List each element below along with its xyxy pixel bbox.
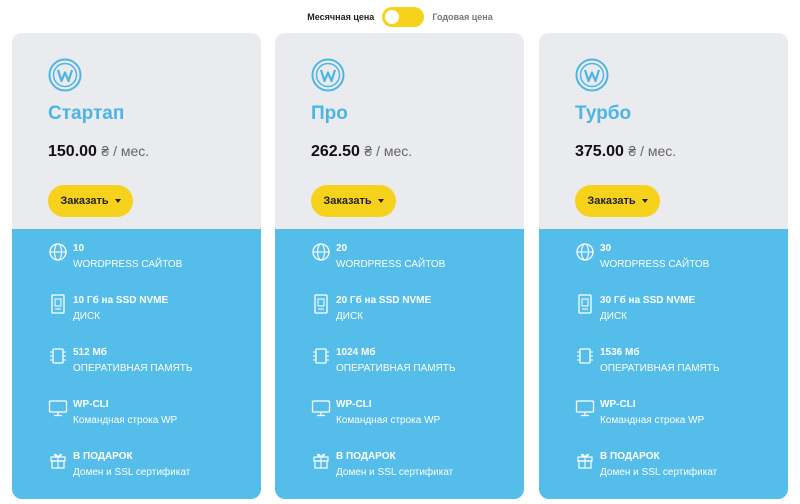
- feature-title: 20 Гб на SSD NVME: [336, 295, 432, 306]
- globe-icon: [49, 243, 67, 261]
- monitor-icon: [48, 400, 68, 417]
- feature-subtitle: WORDPRESS САЙТОВ: [73, 259, 183, 270]
- yearly-price-label[interactable]: Годовая цена: [432, 12, 493, 22]
- plan-card-header: Про 262.50 ₴ / мес. Заказать: [275, 33, 524, 229]
- feature-title: 10: [73, 243, 85, 254]
- plan-card-startup: Стартап 150.00 ₴ / мес. Заказать 10 WORD…: [12, 33, 261, 499]
- feature-subtitle: Домен и SSL сертификат: [600, 467, 718, 478]
- caret-down-icon: [377, 199, 384, 203]
- ssd-disk-icon: [314, 294, 328, 314]
- feature-title: 30: [600, 243, 612, 254]
- monitor-icon: [311, 400, 331, 417]
- globe-icon: [576, 243, 594, 261]
- plan-price: 262.50 ₴ / мес.: [311, 143, 412, 161]
- memory-chip-icon: [313, 348, 329, 364]
- feature-sites: 20 WORDPRESS САЙТОВ: [311, 241, 521, 277]
- gift-icon: [577, 453, 593, 469]
- billing-period-switch[interactable]: [382, 7, 425, 27]
- feature-title: 20: [336, 243, 348, 254]
- feature-title: WP-CLI: [73, 399, 109, 410]
- feature-wpcli: WP-CLI Командная строка WP: [311, 397, 521, 433]
- feature-title: В ПОДАРОК: [600, 451, 660, 462]
- feature-disk: 30 Гб на SSD NVME ДИСК: [575, 293, 785, 329]
- feature-memory: 1024 Мб ОПЕРАТИВНАЯ ПАМЯТЬ: [311, 345, 521, 381]
- feature-subtitle: Командная строка WP: [600, 415, 705, 426]
- feature-subtitle: ОПЕРАТИВНАЯ ПАМЯТЬ: [600, 363, 720, 374]
- order-button-label: Заказать: [587, 195, 636, 207]
- monitor-icon: [575, 400, 595, 417]
- plan-price: 375.00 ₴ / мес.: [575, 143, 676, 161]
- feature-title: В ПОДАРОК: [73, 451, 133, 462]
- feature-wpcli: WP-CLI Командная строка WP: [48, 397, 258, 433]
- feature-gift: В ПОДАРОК Домен и SSL сертификат: [48, 449, 258, 485]
- plan-card-header: Турбо 375.00 ₴ / мес. Заказать: [539, 33, 788, 229]
- order-button-label: Заказать: [323, 195, 372, 207]
- feature-subtitle: Домен и SSL сертификат: [336, 467, 454, 478]
- feature-subtitle: WORDPRESS САЙТОВ: [336, 259, 446, 270]
- plan-price: 150.00 ₴ / мес.: [48, 143, 149, 161]
- plan-card-pro: Про 262.50 ₴ / мес. Заказать 20 WORDPRES…: [275, 33, 524, 499]
- plan-name: Про: [311, 103, 348, 124]
- globe-icon: [312, 243, 330, 261]
- ssd-disk-icon: [578, 294, 592, 314]
- ssd-disk-icon: [51, 294, 65, 314]
- switch-knob: [385, 10, 400, 24]
- order-button[interactable]: Заказать: [48, 185, 133, 217]
- feature-title: 10 Гб на SSD NVME: [73, 295, 169, 306]
- plan-name: Турбо: [575, 103, 632, 124]
- gift-icon: [50, 453, 66, 469]
- feature-disk: 10 Гб на SSD NVME ДИСК: [48, 293, 258, 329]
- plan-features: 20 WORDPRESS САЙТОВ 20 Гб на SSD NVME ДИ…: [275, 229, 524, 499]
- feature-subtitle: ДИСК: [336, 311, 364, 322]
- memory-chip-icon: [50, 348, 66, 364]
- caret-down-icon: [114, 199, 121, 203]
- feature-wpcli: WP-CLI Командная строка WP: [575, 397, 785, 433]
- feature-gift: В ПОДАРОК Домен и SSL сертификат: [575, 449, 785, 485]
- order-button[interactable]: Заказать: [311, 185, 396, 217]
- feature-subtitle: Командная строка WP: [73, 415, 178, 426]
- feature-title: 1536 Мб: [600, 347, 640, 358]
- feature-subtitle: ОПЕРАТИВНАЯ ПАМЯТЬ: [73, 363, 193, 374]
- plan-features: 10 WORDPRESS САЙТОВ 10 Гб на SSD NVME ДИ…: [12, 229, 261, 499]
- wordpress-logo-icon: [575, 58, 609, 92]
- order-button-label: Заказать: [60, 195, 109, 207]
- feature-memory: 512 Мб ОПЕРАТИВНАЯ ПАМЯТЬ: [48, 345, 258, 381]
- pricing-cards: Стартап 150.00 ₴ / мес. Заказать 10 WORD…: [12, 33, 788, 499]
- feature-title: В ПОДАРОК: [336, 451, 396, 462]
- feature-sites: 10 WORDPRESS САЙТОВ: [48, 241, 258, 277]
- feature-subtitle: WORDPRESS САЙТОВ: [600, 259, 710, 270]
- feature-gift: В ПОДАРОК Домен и SSL сертификат: [311, 449, 521, 485]
- plan-card-header: Стартап 150.00 ₴ / мес. Заказать: [12, 33, 261, 229]
- price-unit: ₴ / мес.: [101, 143, 150, 159]
- feature-title: WP-CLI: [600, 399, 636, 410]
- monthly-price-label[interactable]: Месячная цена: [307, 12, 375, 22]
- feature-subtitle: ДИСК: [73, 311, 101, 322]
- feature-title: WP-CLI: [336, 399, 372, 410]
- feature-subtitle: Домен и SSL сертификат: [73, 467, 191, 478]
- plan-features: 30 WORDPRESS САЙТОВ 30 Гб на SSD NVME ДИ…: [539, 229, 788, 499]
- feature-memory: 1536 Мб ОПЕРАТИВНАЯ ПАМЯТЬ: [575, 345, 785, 381]
- plan-card-turbo: Турбо 375.00 ₴ / мес. Заказать 30 WORDPR…: [539, 33, 788, 499]
- price-unit: ₴ / мес.: [628, 143, 677, 159]
- wordpress-logo-icon: [48, 58, 82, 92]
- plan-name: Стартап: [48, 103, 125, 124]
- feature-subtitle: Командная строка WP: [336, 415, 441, 426]
- price-unit: ₴ / мес.: [364, 143, 413, 159]
- gift-icon: [313, 453, 329, 469]
- price-amount: 375.00: [575, 143, 624, 160]
- feature-sites: 30 WORDPRESS САЙТОВ: [575, 241, 785, 277]
- order-button[interactable]: Заказать: [575, 185, 660, 217]
- feature-title: 1024 Мб: [336, 347, 376, 358]
- billing-period-toggle-row: Месячная цена Годовая цена: [0, 6, 800, 28]
- feature-subtitle: ДИСК: [600, 311, 628, 322]
- wordpress-logo-icon: [311, 58, 345, 92]
- price-amount: 262.50: [311, 143, 360, 160]
- caret-down-icon: [641, 199, 648, 203]
- feature-title: 30 Гб на SSD NVME: [600, 295, 696, 306]
- feature-disk: 20 Гб на SSD NVME ДИСК: [311, 293, 521, 329]
- feature-title: 512 Мб: [73, 347, 107, 358]
- price-amount: 150.00: [48, 143, 97, 160]
- memory-chip-icon: [577, 348, 593, 364]
- feature-subtitle: ОПЕРАТИВНАЯ ПАМЯТЬ: [336, 363, 456, 374]
